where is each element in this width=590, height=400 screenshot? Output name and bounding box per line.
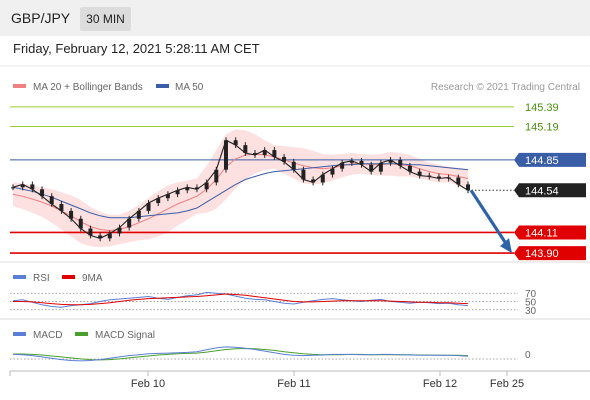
candle-body (204, 182, 209, 190)
legend-swatch-rsi (13, 275, 26, 279)
credit-text: Research © 2021 Trading Central (431, 82, 580, 93)
legend-ma20-bb: MA 20 + Bollinger Bands (33, 82, 143, 93)
candle-body (117, 227, 122, 234)
level-label-145.19: 145.19 (525, 121, 559, 133)
level-label-145.39: 145.39 (525, 102, 559, 114)
candle-body (214, 169, 219, 183)
level-label-144.11: 144.11 (525, 227, 558, 239)
forecast-arrow-head (500, 238, 512, 254)
legend-swatch-macd-signal (75, 332, 88, 336)
candle-body (146, 203, 151, 211)
rsi-9ma-line (13, 293, 469, 306)
candle-body (165, 194, 170, 199)
candle-body (291, 161, 296, 170)
x-tick-label: Feb 11 (277, 378, 310, 390)
legend-rsi: RSI (33, 273, 50, 284)
level-label-143.90: 143.90 (525, 248, 559, 260)
legend-macd-signal: MACD Signal (95, 330, 155, 341)
ma50-line (12, 163, 469, 219)
candle-body (11, 187, 15, 189)
candle-body (272, 150, 277, 157)
pair-label: GBP/JPY (11, 10, 71, 26)
candle-body (282, 156, 287, 162)
timeframe-button[interactable]: 30 MIN (80, 7, 131, 31)
rsi-level-label-30: 30 (525, 306, 537, 317)
candle-body (127, 218, 132, 228)
candle-body (398, 159, 403, 166)
header-bar: GBP/JPY 30 MIN (0, 0, 590, 36)
candle-body (466, 184, 470, 191)
candle-body (78, 218, 83, 229)
candle-body (185, 187, 190, 191)
level-label-144.85: 144.85 (525, 155, 559, 167)
candle-body (49, 196, 54, 205)
candle-body (262, 150, 267, 155)
candle-body (223, 140, 228, 170)
candle-body (69, 210, 74, 219)
x-tick-label: Feb 10 (131, 378, 165, 390)
candle-body (136, 210, 141, 219)
macd-line (12, 346, 469, 362)
x-tick-label: Feb 12 (423, 378, 457, 390)
level-tag-144.11 (514, 225, 586, 240)
candle-body (359, 160, 364, 165)
level-tag-144.54 (514, 183, 586, 198)
x-tick-label: Feb 25 (490, 378, 524, 390)
candle-body (301, 169, 306, 180)
level-tag-144.85 (514, 152, 586, 167)
candle-body (388, 159, 393, 163)
forecast-arrow-shaft (469, 189, 509, 246)
candle-body (40, 189, 45, 197)
level-tag-143.90 (514, 246, 586, 261)
candle-body (369, 164, 374, 172)
candle-body (407, 165, 412, 172)
candle-body (175, 190, 180, 195)
rsi-level-label-70: 70 (525, 289, 537, 300)
candle-body (98, 235, 103, 239)
legend-swatch-9ma (62, 275, 75, 279)
candle-body (20, 184, 25, 188)
candle-body (88, 228, 93, 236)
candle-body (243, 145, 248, 153)
level-label-144.54: 144.54 (525, 185, 559, 197)
candle-body (30, 184, 35, 190)
legend-macd: MACD (33, 330, 62, 341)
rsi-level-label-50: 50 (525, 298, 537, 309)
macd-level-label-0: 0 (525, 350, 531, 361)
candle-body (253, 152, 258, 155)
legend-swatch-ma50 (156, 84, 169, 88)
legend-9ma: 9MA (82, 273, 103, 284)
candle-body (156, 198, 161, 204)
candle-body (340, 162, 345, 169)
legend-swatch-ma20 (13, 84, 26, 88)
candle-body (330, 168, 335, 175)
candle-body (456, 177, 461, 185)
candle-body (233, 140, 238, 146)
candle-body (378, 162, 383, 172)
price-line (12, 139, 469, 239)
candle-body (349, 160, 354, 163)
candle-body (417, 171, 422, 176)
candle-body (320, 174, 325, 183)
candle-body (194, 187, 199, 190)
legend-ma50: MA 50 (175, 82, 204, 93)
candle-body (59, 204, 64, 211)
candle-body (436, 176, 441, 179)
candle-body (107, 233, 112, 239)
legend-swatch-macd (13, 332, 26, 336)
candle-body (311, 179, 316, 183)
chart-datetime: Friday, February 12, 2021 5:28:11 AM CET (13, 41, 260, 56)
